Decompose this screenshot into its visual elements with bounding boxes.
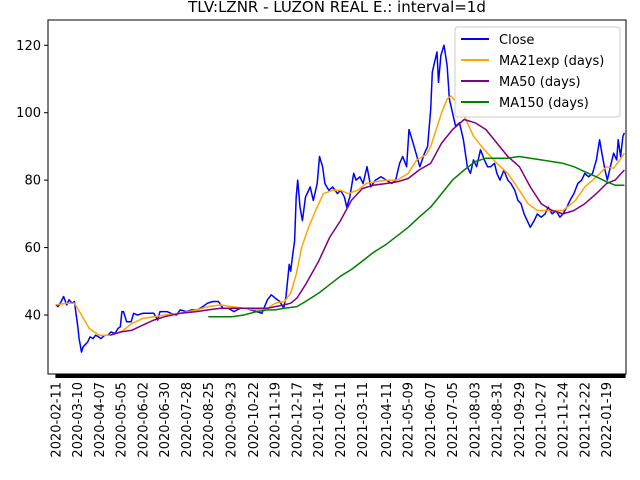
x-tick-label: 2020-04-07: [93, 382, 108, 458]
y-tick-label: 40: [24, 309, 41, 324]
x-minor-ticks: [55, 374, 626, 378]
x-tick-label: 2021-02-11: [334, 382, 349, 458]
x-tick-label: 2022-01-19: [600, 382, 615, 458]
x-tick-label: 2021-12-22: [578, 382, 593, 458]
x-tick-label: 2021-06-07: [424, 382, 439, 458]
x-tick-label: 2020-06-02: [136, 382, 151, 458]
x-tick-label: 2020-10-22: [247, 382, 262, 458]
x-tick-label: 2021-09-29: [513, 382, 528, 458]
x-tick-label: 2020-08-25: [202, 382, 217, 458]
x-tick-label: 2021-01-14: [312, 382, 327, 458]
x-tick-label: 2021-03-11: [356, 382, 371, 458]
legend: Close MA21exp (days) MA50 (days) MA150 (day…: [454, 26, 621, 118]
legend-label-2: MA21exp (days): [499, 54, 604, 69]
series-line-1: [55, 44, 626, 353]
x-tick-label: 2020-02-11: [49, 382, 64, 458]
y-tick-label: 120: [16, 39, 41, 54]
x-tick-label: 2021-04-11: [380, 382, 395, 458]
x-tick-label: 2021-11-24: [557, 382, 572, 458]
series-line-2: [55, 95, 626, 336]
legend-label-3: MA50 (days): [499, 75, 581, 90]
x-tick-label: 2021-08-31: [490, 382, 505, 458]
x-tick-label: 2020-07-28: [180, 382, 195, 458]
x-tick-label: 2020-09-23: [224, 382, 239, 458]
x-tick-label: 2020-12-17: [290, 382, 305, 458]
y-tick-label: 100: [16, 106, 41, 121]
x-tick-label: 2020-03-10: [71, 382, 86, 458]
legend-box: [454, 26, 621, 118]
x-axis: 2020-02-11 2020-03-10 2020-04-07 2020-05-05…: [49, 374, 626, 458]
x-tick-label: 2020-05-05: [115, 382, 130, 458]
x-tick-label: 2021-05-09: [402, 382, 417, 458]
legend-label-4: MA150 (days): [499, 96, 589, 111]
y-axis: 40 60 80 100 120: [16, 39, 48, 324]
series-line-4: [208, 155, 625, 318]
y-tick-label: 60: [24, 241, 41, 256]
x-tick-label: 2021-07-05: [446, 382, 461, 458]
x-tick-label: 2020-11-19: [269, 382, 284, 458]
y-tick-label: 80: [24, 174, 41, 189]
chart-title: TLV:LZNR - LUZON REAL E.: interval=1d: [187, 0, 486, 16]
x-tick-label: 2021-08-03: [469, 382, 484, 458]
series-layer: [55, 44, 626, 353]
x-tick-label: 2020-06-30: [158, 382, 173, 458]
legend-label-1: Close: [499, 33, 534, 48]
series-line-3: [109, 118, 625, 336]
x-tick-label: 2021-10-27: [535, 382, 550, 458]
